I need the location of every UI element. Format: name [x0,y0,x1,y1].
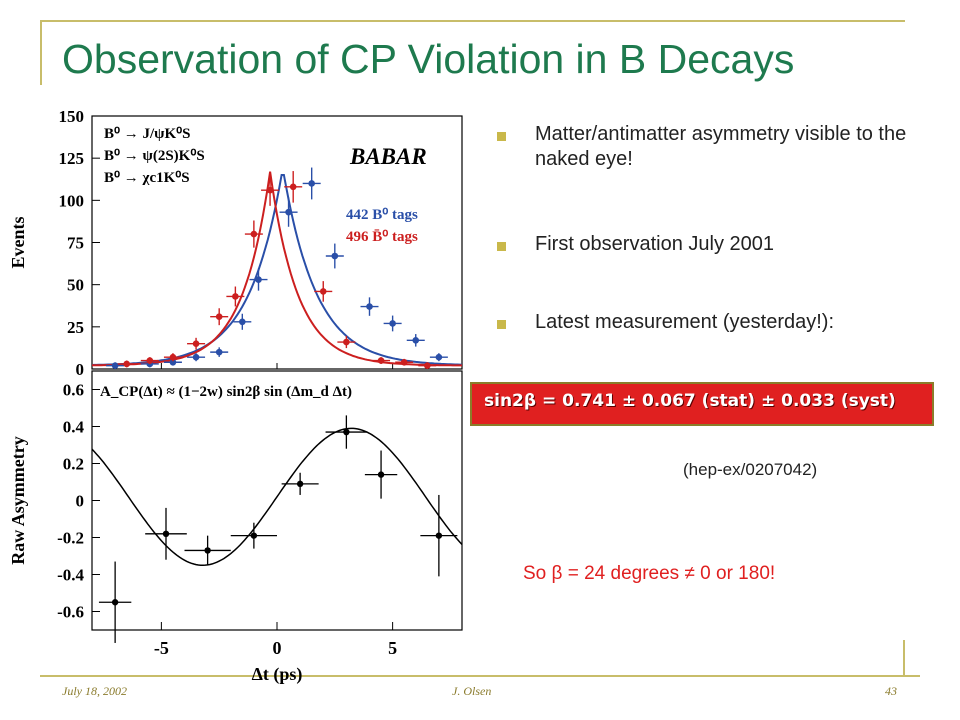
b0bar-data-point [169,353,177,361]
b0bar-data-point [424,362,431,369]
bottom-y-tick-label: -0.6 [57,603,84,622]
b0bar-data-point [289,183,297,191]
x-axis-label: Δt (ps) [252,664,303,685]
experiment-label: BABAR [349,144,427,169]
bullet-text: First observation July 2001 [535,233,775,255]
b0-data-point [192,353,200,361]
asymmetry-fit-curve [91,427,463,566]
b0-data-point [308,180,315,187]
asymmetry-formula: A_CP(Δt) ≈ (1−2w) sin2β sin (Δm_d Δt) [100,384,352,400]
series-legend-label: 442 B⁰ tags [346,207,418,223]
sin2beta-result: sin2β = 0.741 ± 0.067 (stat) ± 0.033 (sy… [484,391,896,411]
bottom-y-tick-label: 0.2 [63,455,84,474]
asym-data-point [296,480,304,488]
b0bar-data-point [215,313,223,321]
bullet-item: First observation July 2001 [497,232,774,257]
bottom-y-tick-label: 0.4 [63,418,85,437]
top-y-tick-label: 25 [67,318,84,337]
b0-data-point [111,362,119,369]
bullet-square-icon [497,242,506,251]
b0-data-point [169,358,177,366]
top-y-tick-label: 125 [59,149,85,168]
plot-svg: 0255075100125150-0.6-0.4-0.200.20.40.6-5… [8,107,463,685]
bullet-text: Latest measurement (yesterday!): [535,311,835,333]
asym-data-point [162,530,170,537]
result-highlight-box: sin2β = 0.741 ± 0.067 (stat) ± 0.033 (sy… [470,382,934,426]
b0bar-data-point [319,288,327,295]
bottom-y-tick-label: -0.4 [57,566,84,585]
b0bar-data-point [192,340,200,347]
b0-data-point [435,353,443,361]
babar-figure: 0 25 50 75 100 125 150 -0.6 -0.4 -0.2 0 0.2 0.4 0.6 -5… [0,100,470,685]
footer-page-number: 43 [885,684,897,698]
b0-data-point [331,252,339,260]
beta-conclusion: So β = 24 degrees ≠ 0 or 180! [523,563,776,584]
bullet-text: Matter/antimatter asymmetry visible to t… [535,123,907,170]
asym-data-point [204,547,211,554]
b0-data-point [389,320,396,327]
b0bar-data-point [232,293,239,300]
b0-data-point [239,318,246,326]
asym-data-point [250,532,258,539]
b0bar-fit-curve [92,171,462,367]
bullet-item: Latest measurement (yesterday!): [497,310,834,335]
asym-data-point [111,599,119,606]
bullet-square-icon [497,132,506,141]
b0-data-point [285,208,292,216]
slide-frame-right [903,640,905,677]
top-y-tick-label: 100 [59,191,85,210]
slide-frame-left [40,20,42,85]
slide-title: Observation of CP Violation in B Decays [62,36,795,82]
b0-fit-curve [91,174,463,366]
x-tick-label: -5 [154,638,169,658]
top-y-axis-label: Events [8,216,28,268]
asym-data-point [343,428,350,436]
decay-mode-label: B⁰ → J/ψK⁰S [104,126,191,142]
footer-author: J. Olsen [452,684,492,698]
top-y-tick-label: 0 [76,360,85,379]
series-legend-label: 496 B̄⁰ tags [346,229,418,245]
top-y-tick-label: 50 [67,276,84,295]
decay-mode-label: B⁰ → χc1K⁰S [104,170,190,186]
bottom-y-tick-label: 0.6 [63,381,84,400]
bottom-y-tick-label: 0 [76,492,85,511]
slide-frame-bottom [40,675,920,677]
b0bar-data-point [377,357,385,364]
slide-frame-top [40,20,905,22]
bottom-y-axis-label: Raw Asymmetry [8,436,28,564]
x-tick-label: 0 [273,638,282,658]
b0bar-data-point [266,186,274,194]
top-y-tick-label: 150 [59,107,85,126]
asym-data-point [435,532,443,539]
bottom-panel-frame [91,370,463,631]
bottom-y-tick-label: -0.2 [57,529,84,548]
bullet-square-icon [497,320,506,329]
b0bar-data-point [400,358,408,366]
b0-data-point [366,303,373,310]
x-tick-label: 5 [388,638,397,658]
b0bar-data-point [123,360,130,368]
footer-date: July 18, 2002 [62,684,127,698]
b0-data-point [412,337,420,344]
asym-data-point [377,471,385,478]
bullet-item: Matter/antimatter asymmetry visible to t… [497,122,937,172]
b0-data-point [255,276,262,283]
decay-mode-label: B⁰ → ψ(2S)K⁰S [104,148,205,164]
b0-data-point [215,348,223,356]
top-y-tick-label: 75 [67,234,84,253]
b0bar-data-point [343,338,350,346]
b0bar-data-point [250,230,258,238]
paper-reference: (hep-ex/0207042) [683,460,818,479]
b0bar-data-point [146,357,154,364]
